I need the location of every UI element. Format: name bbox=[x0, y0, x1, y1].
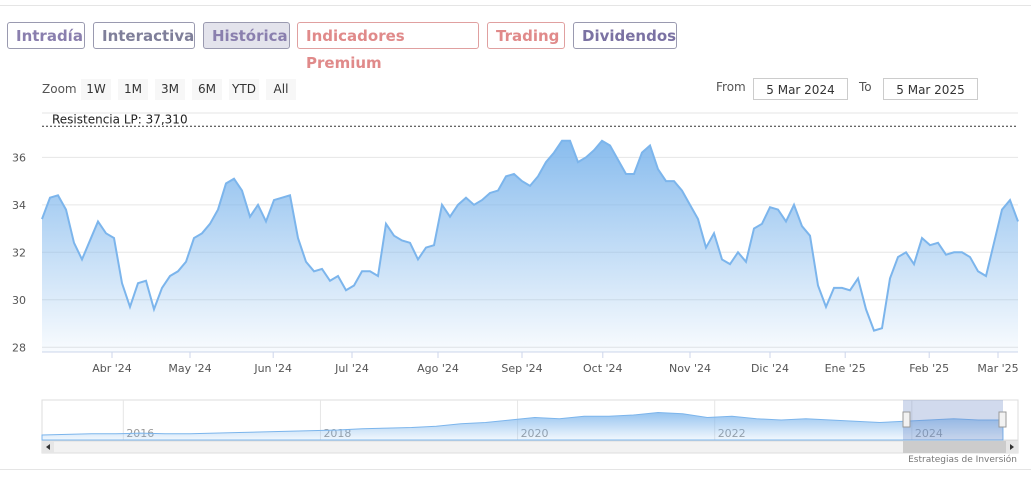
x-tick-label: Jun '24 bbox=[253, 362, 292, 375]
credit: Estrategias de Inversión bbox=[908, 455, 1017, 465]
price-line bbox=[41, 139, 1019, 332]
zoom-button[interactable]: 1M bbox=[118, 79, 148, 100]
y-tick-label: 28 bbox=[12, 341, 26, 354]
zoom-button[interactable]: 1W bbox=[81, 79, 111, 100]
to-input[interactable]: 5 Mar 2025 bbox=[883, 78, 978, 100]
x-tick-label: Jul '24 bbox=[334, 362, 369, 375]
tab[interactable]: Intradía bbox=[7, 22, 85, 49]
to-label: To bbox=[859, 80, 872, 94]
scroll-thumb[interactable] bbox=[903, 441, 1006, 453]
navigator-label: 2024 bbox=[915, 427, 943, 440]
from-label: From bbox=[716, 80, 746, 94]
from-input[interactable]: 5 Mar 2024 bbox=[753, 78, 848, 100]
x-tick-label: Oct '24 bbox=[583, 362, 623, 375]
arrow bbox=[46, 444, 50, 450]
x-tick-label: Nov '24 bbox=[669, 362, 711, 375]
zoom-label: Zoom bbox=[42, 82, 77, 96]
x-tick-label: Ene '25 bbox=[825, 362, 866, 375]
navigator-label: 2020 bbox=[521, 427, 549, 440]
scroll-right[interactable] bbox=[1006, 441, 1018, 453]
zoom-button[interactable]: YTD bbox=[229, 79, 259, 100]
x-tick-label: Mar '25 bbox=[977, 362, 1018, 375]
x-tick-label: Sep '24 bbox=[501, 362, 542, 375]
y-tick-label: 36 bbox=[12, 151, 26, 164]
x-tick-label: Dic '24 bbox=[751, 362, 789, 375]
tab[interactable]: Trading bbox=[487, 22, 565, 49]
navigator-label: 2016 bbox=[126, 427, 154, 440]
navigator-window bbox=[903, 400, 1003, 440]
tab[interactable]: Indicadores Premium bbox=[297, 22, 479, 72]
scrollbar[interactable] bbox=[41, 440, 1019, 454]
navigator-handle bbox=[998, 411, 1007, 428]
navigator-label: 2022 bbox=[718, 427, 746, 440]
navigator-frame bbox=[41, 399, 1019, 441]
zoom-button[interactable]: 6M bbox=[192, 79, 222, 100]
x-tick-label: Abr '24 bbox=[92, 362, 132, 375]
tab[interactable]: Interactiva bbox=[93, 22, 195, 49]
zoom-button[interactable]: All bbox=[266, 79, 296, 100]
area bbox=[42, 140, 1018, 352]
y-tick-label: 34 bbox=[12, 199, 26, 212]
navigator-area bbox=[41, 411, 1004, 441]
navigator-label: 2018 bbox=[323, 427, 351, 440]
top-rule bbox=[0, 5, 1031, 6]
y-tick-label: 30 bbox=[12, 294, 26, 307]
zoom-button[interactable]: 3M bbox=[155, 79, 185, 100]
bottom-rule bbox=[0, 469, 1031, 470]
arrow bbox=[1010, 444, 1014, 450]
x-tick-label: Feb '25 bbox=[909, 362, 949, 375]
navigator-handle bbox=[902, 411, 911, 428]
x-tick-label: Ago '24 bbox=[417, 362, 459, 375]
y-tick-label: 32 bbox=[12, 246, 26, 259]
resistance-label: Resistencia LP: 37,310 bbox=[52, 112, 188, 126]
scroll-left[interactable] bbox=[42, 441, 54, 453]
tab[interactable]: Histórica bbox=[203, 22, 290, 49]
tab[interactable]: Dividendos bbox=[573, 22, 677, 49]
x-tick-label: May '24 bbox=[168, 362, 211, 375]
